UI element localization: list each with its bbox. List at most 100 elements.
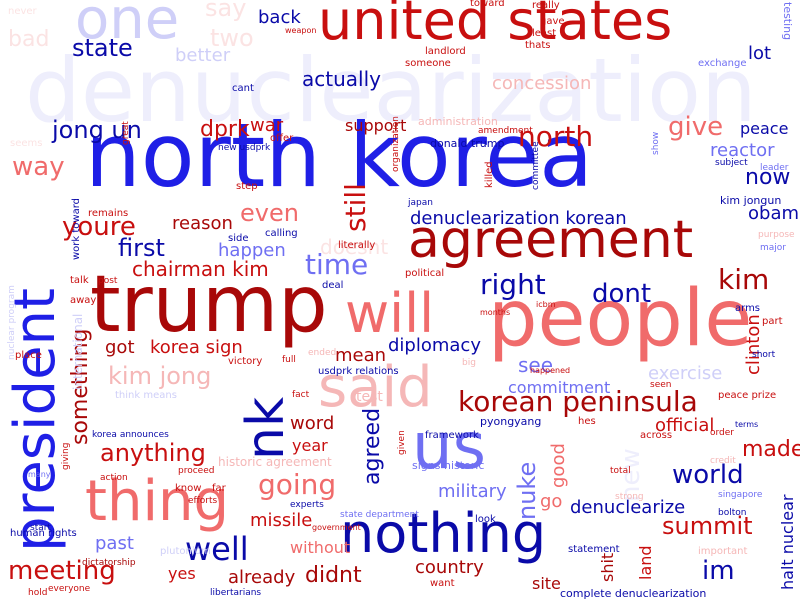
cloud-word: start (30, 522, 51, 533)
cloud-word: everyone (48, 583, 91, 594)
cloud-word: really (532, 0, 560, 11)
cloud-word: halt nuclear (778, 494, 797, 591)
cloud-word: chairman kim (132, 257, 269, 281)
cloud-word: go (540, 491, 563, 513)
cloud-word: testing (781, 2, 794, 41)
cloud-word: way (12, 152, 65, 183)
cloud-word: order (710, 427, 734, 438)
cloud-word: obama (748, 203, 800, 225)
cloud-word: remains (88, 207, 129, 219)
cloud-word: work toward (71, 197, 82, 260)
cloud-word: now (745, 164, 791, 190)
cloud-word: past (95, 533, 134, 555)
cloud-word: post (98, 275, 118, 286)
cloud-word: arms (735, 302, 761, 314)
cloud-word: will (345, 281, 435, 345)
cloud-word: didnt (305, 562, 362, 588)
cloud-word: diplomacy (388, 335, 481, 357)
cloud-word: fact (292, 389, 310, 400)
cloud-word: important (698, 545, 748, 557)
cloud-word: dprk (200, 116, 250, 142)
cloud-word: usdprk relations (318, 365, 399, 377)
cloud-word: strong (615, 491, 644, 502)
cloud-word: thing (85, 468, 230, 534)
cloud-word: reactor (710, 140, 775, 162)
cloud-word: word (290, 413, 335, 435)
cloud-word: state department (340, 509, 419, 520)
cloud-word: given (397, 430, 407, 455)
cloud-word: organization (391, 116, 401, 172)
cloud-word: denuclearize (570, 497, 686, 519)
cloud-word: military (438, 481, 507, 503)
cloud-word: gave (540, 15, 565, 27)
cloud-word: away (70, 294, 97, 306)
cloud-word: right (480, 267, 546, 301)
cloud-word: good (548, 443, 569, 488)
cloud-word: least (532, 27, 557, 39)
cloud-word: government (312, 522, 361, 532)
cloud-word: experts (290, 499, 324, 510)
cloud-word: agreement (408, 210, 694, 271)
cloud-word: commitment (508, 377, 611, 397)
cloud-word: happened (530, 365, 571, 375)
cloud-word: trump (90, 260, 328, 351)
cloud-word: terms (735, 419, 759, 429)
cloud-word: denuclearization korean (410, 208, 627, 230)
cloud-word: place (15, 349, 42, 361)
cloud-word: leader (760, 162, 789, 173)
cloud-word: world (672, 460, 744, 491)
cloud-word: country (415, 557, 484, 579)
cloud-word: big (462, 357, 476, 368)
cloud-word: two (210, 24, 254, 53)
cloud-word: ended (308, 347, 337, 358)
cloud-word: part (762, 315, 783, 327)
cloud-word: korea announces (92, 429, 169, 440)
cloud-word: back (258, 7, 301, 29)
cloud-word: think means (115, 389, 177, 401)
cloud-word: happen (218, 240, 286, 262)
cloud-word: jong un (52, 116, 142, 145)
cloud-word: dont (592, 279, 652, 310)
cloud-word: exercise (648, 363, 723, 385)
cloud-word: shit (598, 552, 617, 582)
cloud-word: land (636, 545, 655, 580)
cloud-word: total (610, 465, 631, 476)
cloud-word: amendment (478, 125, 533, 136)
cloud-word: made (742, 436, 800, 462)
cloud-word: show (651, 131, 661, 155)
cloud-word: deal (322, 279, 344, 291)
cloud-word: kim jong (108, 362, 212, 391)
cloud-word: know (175, 482, 202, 494)
cloud-word: someone (405, 57, 451, 69)
cloud-word: clinton (743, 314, 764, 375)
cloud-word: never (8, 5, 37, 17)
cloud-word: victory (228, 355, 263, 367)
cloud-word: summit (662, 512, 753, 541)
cloud-word: efforts (188, 495, 218, 506)
cloud-word: libertarians (210, 587, 262, 598)
cloud-word: meeting (8, 556, 116, 587)
cloud-word: thats (525, 39, 551, 51)
cloud-word: denuclearization (25, 38, 757, 142)
cloud-word: north korea (85, 103, 594, 207)
cloud-word: year (292, 435, 328, 455)
cloud-word: still (339, 183, 372, 232)
cloud-word: hes (578, 415, 596, 427)
cloud-word: great (121, 121, 131, 145)
cloud-word: test (356, 388, 383, 405)
cloud-word: political (405, 267, 445, 279)
cloud-word: human rights (10, 527, 77, 539)
cloud-word: nuclear program (7, 285, 17, 360)
cloud-word: historic agreement (218, 455, 332, 470)
cloud-word: pyongyang (480, 415, 542, 429)
cloud-word: japan (408, 197, 433, 208)
cloud-word: killed (484, 161, 495, 188)
cloud-word: mean (335, 345, 387, 367)
cloud-word: kim (718, 262, 770, 296)
cloud-word: seen (650, 379, 672, 390)
cloud-word: look (475, 513, 496, 525)
cloud-word: framework (425, 429, 479, 441)
cloud-word: korean peninsula (458, 384, 698, 418)
cloud-word: without (290, 537, 351, 557)
